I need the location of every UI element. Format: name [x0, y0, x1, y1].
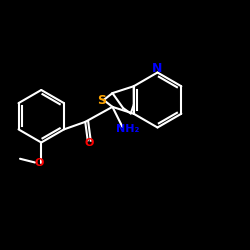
- Text: O: O: [34, 158, 43, 168]
- Text: N: N: [152, 62, 163, 75]
- Text: O: O: [84, 138, 94, 148]
- Text: S: S: [97, 94, 106, 106]
- Text: NH₂: NH₂: [116, 124, 139, 134]
